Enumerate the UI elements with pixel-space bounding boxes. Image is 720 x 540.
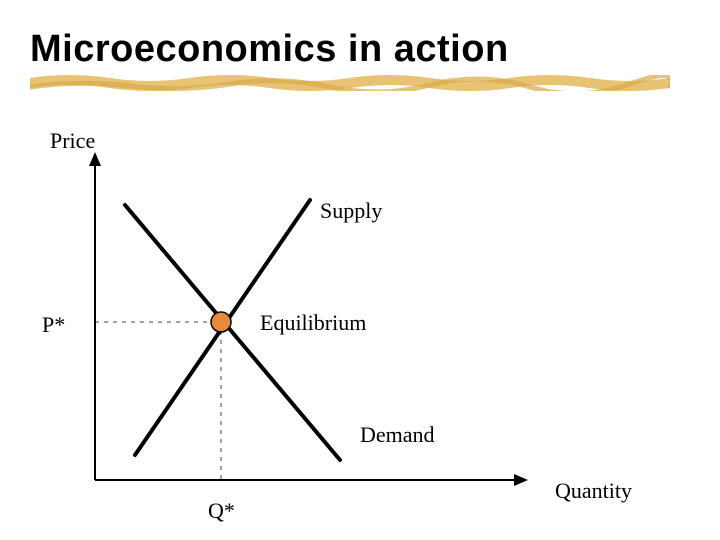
diagram-canvas: [0, 0, 720, 540]
y-axis-arrow: [89, 152, 101, 166]
x-axis-arrow: [514, 474, 528, 486]
equilibrium-point: [211, 312, 231, 332]
